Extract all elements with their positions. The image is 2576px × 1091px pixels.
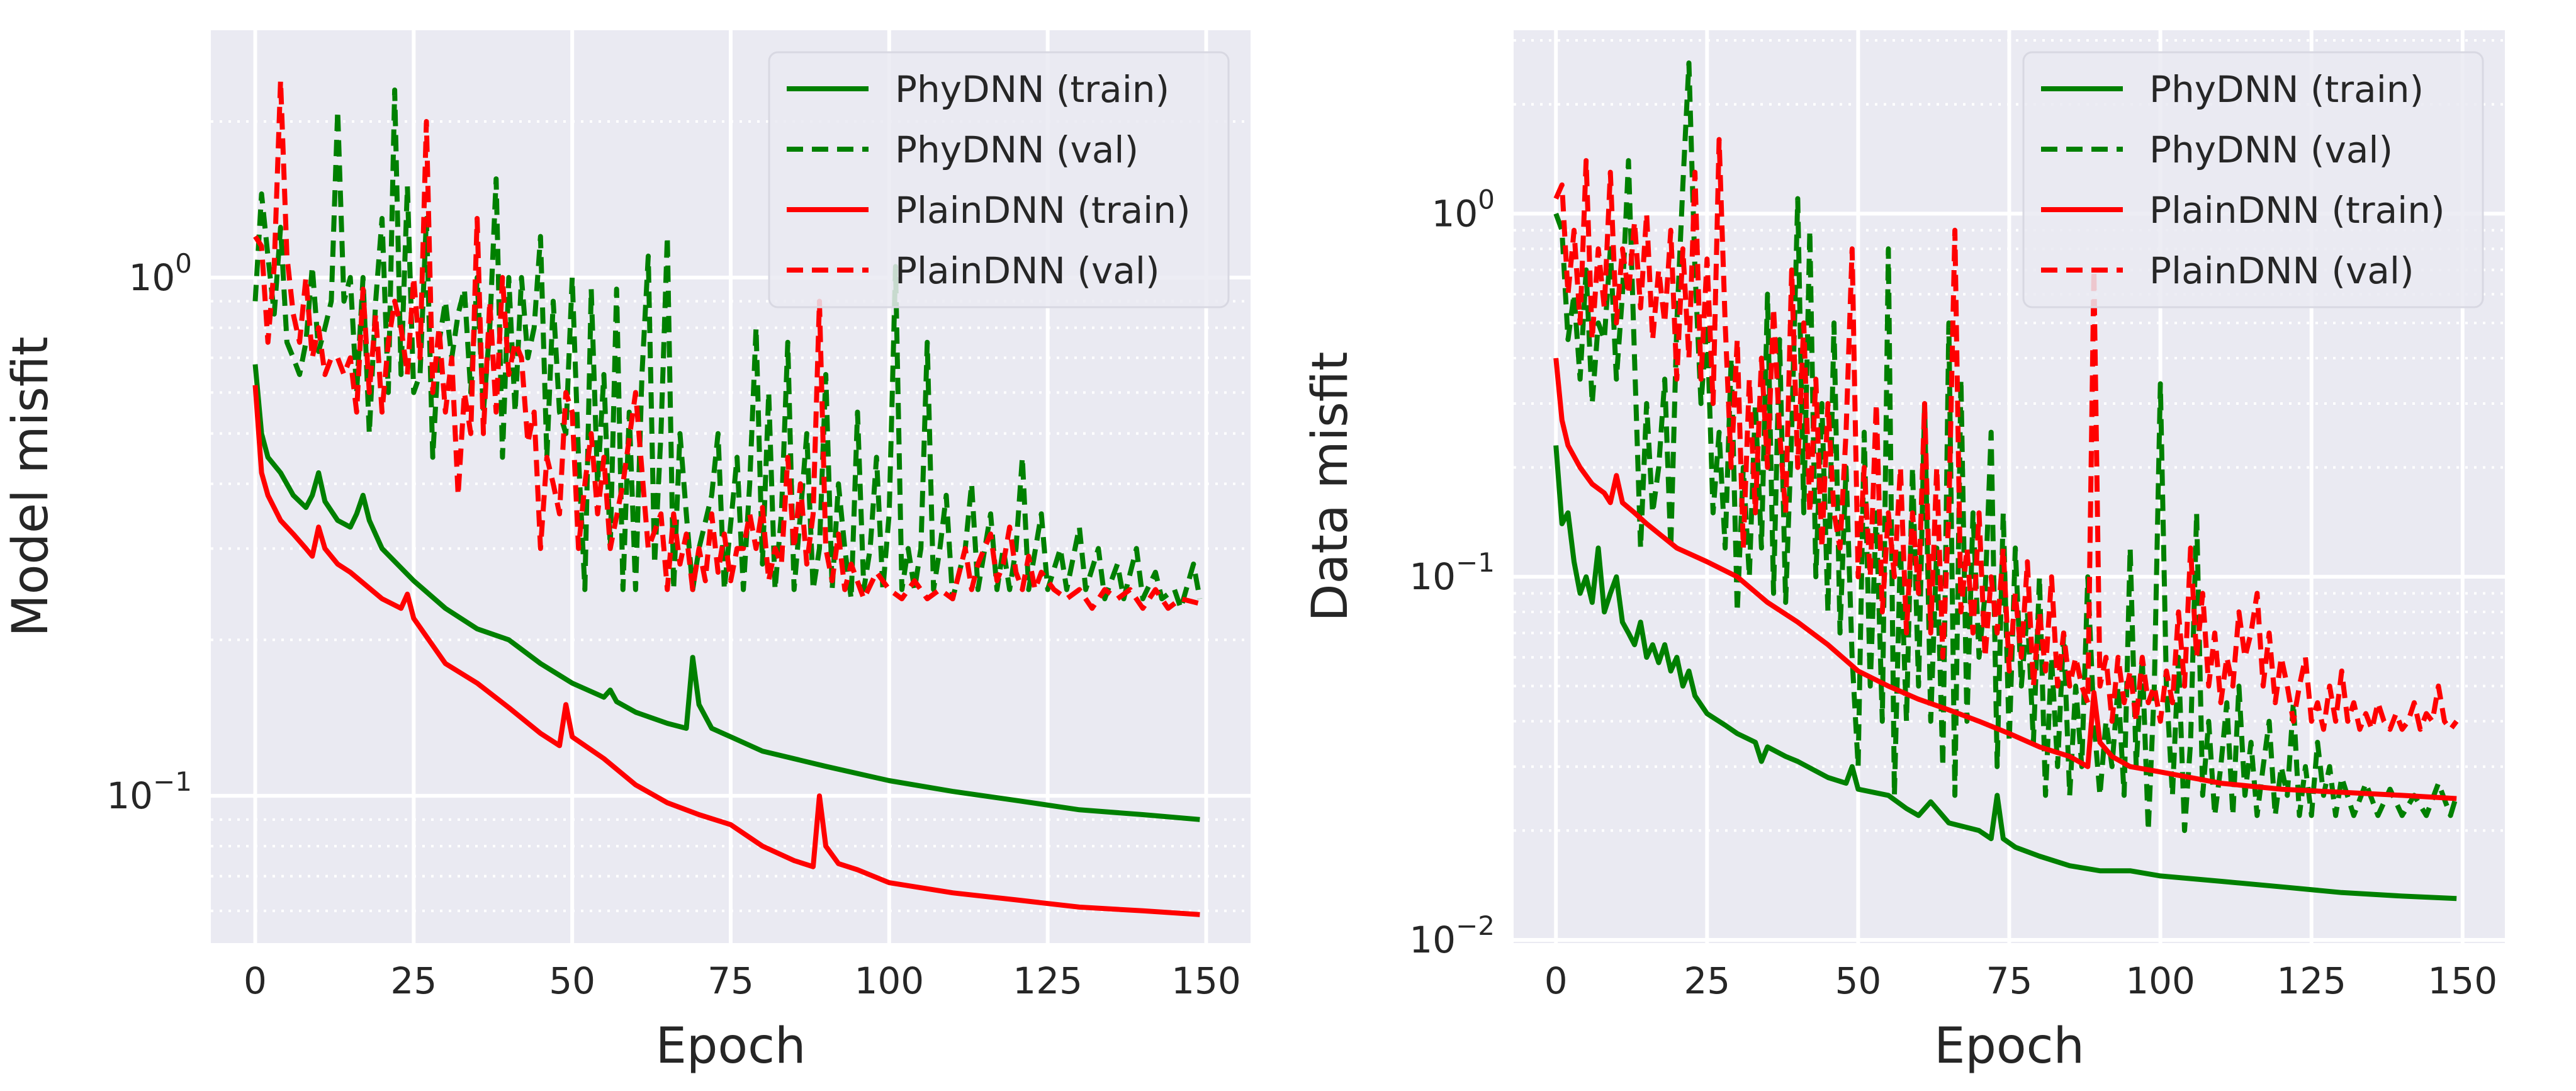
- legend-label: PhyDNN (train): [2149, 68, 2424, 111]
- y-tick-label: 10−1: [1409, 547, 1495, 598]
- x-tick-label: 0: [244, 959, 267, 1002]
- y-axis-label: Model misfit: [3, 337, 59, 637]
- x-tick-label: 50: [1835, 959, 1882, 1002]
- x-axis-label: Epoch: [1934, 1018, 2084, 1075]
- legend-label: PlainDNN (val): [2149, 249, 2414, 292]
- legend: PhyDNN (train) PhyDNN (val) PlainDNN (trai…: [768, 51, 1230, 308]
- legend-box: [768, 51, 1230, 308]
- x-tick-label: 25: [390, 959, 437, 1002]
- series-line-phydnn-train: [252, 364, 1200, 822]
- y-tick-label: 10−2: [1409, 910, 1495, 961]
- y-tick-label: 100: [128, 248, 192, 299]
- x-tick-label: 150: [2427, 959, 2497, 1002]
- x-tick-label: 150: [1171, 959, 1241, 1002]
- y-tick-label: 10−1: [106, 766, 192, 817]
- x-tick-label: 25: [1684, 959, 1730, 1002]
- x-tick-label: 125: [1013, 959, 1083, 1002]
- y-tick-label: 100: [1431, 184, 1495, 235]
- series-line-plaindnn-train: [1553, 358, 2457, 801]
- x-tick-label: 75: [707, 959, 754, 1002]
- x-tick-label: 100: [2125, 959, 2195, 1002]
- x-tick-label: 0: [1544, 959, 1568, 1002]
- legend-label: PlainDNN (val): [895, 249, 1160, 292]
- legend-label: PhyDNN (train): [895, 68, 1169, 111]
- chart-panel-1: 0 25 50 75 100 125 150 100 10−1 Epoch Model misfit…: [3, 30, 1251, 1075]
- legend-label: PlainDNN (train): [2149, 189, 2445, 232]
- legend-box: [2022, 51, 2484, 308]
- legend-label: PhyDNN (val): [895, 128, 1139, 171]
- x-tick-label: 100: [854, 959, 924, 1002]
- series-line-plaindnn-val: [1553, 137, 2459, 732]
- y-axis-label: Data misfit: [1302, 351, 1359, 621]
- series-group: [252, 77, 1203, 917]
- series-line-phydnn-train: [1553, 445, 2457, 902]
- x-tick-label: 75: [1986, 959, 2033, 1002]
- series-group: [1553, 60, 2460, 902]
- legend-label: PlainDNN (train): [895, 189, 1191, 232]
- series-line-phydnn-val: [252, 88, 1203, 611]
- legend: PhyDNN (train) PhyDNN (val) PlainDNN (trai…: [2022, 51, 2484, 308]
- x-axis-label: Epoch: [656, 1018, 806, 1075]
- series-line-phydnn-val: [1553, 60, 2460, 834]
- x-tick-label: 125: [2276, 959, 2346, 1002]
- series-line-plaindnn-val: [253, 77, 1201, 611]
- x-tick-label: 50: [549, 959, 595, 1002]
- series-line-plaindnn-train: [252, 385, 1200, 917]
- chart-panel-2: 0 25 50 75 100 125 150 100 10−1 10−2 Epoch Data mis…: [1302, 30, 2505, 1075]
- legend-label: PhyDNN (val): [2149, 128, 2393, 171]
